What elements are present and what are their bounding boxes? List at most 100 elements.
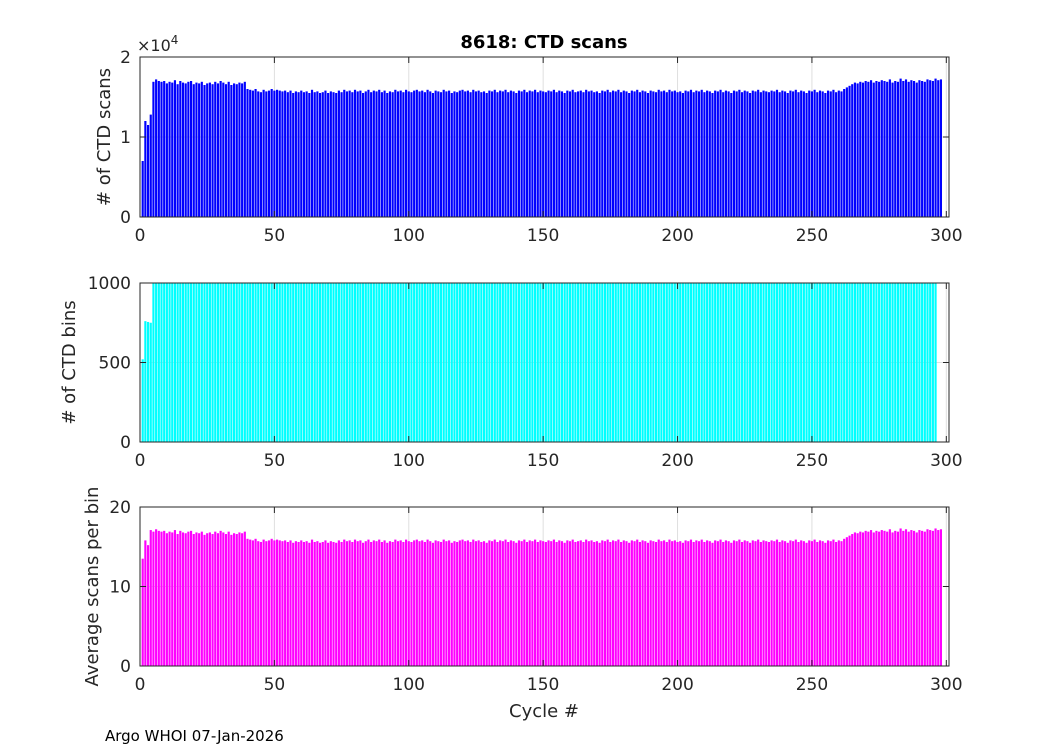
bar-ctd-scans-cycle-5: [152, 81, 155, 217]
bar-ctd-scans-cycle-236: [773, 91, 776, 217]
bar-avg-scans-cycle-163: [577, 541, 580, 666]
bar-ctd-bins-cycle-100: [407, 283, 410, 442]
bar-ctd-bins-cycle-8: [160, 283, 163, 442]
bar-avg-scans-cycle-173: [603, 541, 607, 666]
bar-avg-scans-cycle-194: [660, 541, 663, 666]
bar-avg-scans-cycle-213: [711, 542, 714, 666]
bar-avg-scans-cycle-124: [472, 539, 475, 666]
bar-ctd-scans-cycle-109: [431, 93, 435, 217]
bar-ctd-scans-cycle-247: [802, 91, 805, 217]
bar-ctd-bins-cycle-174: [606, 283, 609, 442]
bar-ctd-bins-cycle-272: [869, 283, 873, 442]
bar-avg-scans-cycle-55: [286, 541, 289, 666]
bar-avg-scans-cycle-256: [826, 540, 830, 666]
bar-avg-scans-cycle-296: [934, 528, 937, 666]
bar-avg-scans-cycle-266: [853, 532, 857, 666]
bar-ctd-scans-cycle-33: [227, 81, 230, 217]
bar-avg-scans-cycle-263: [845, 537, 848, 666]
bar-ctd-scans-cycle-192: [654, 92, 658, 217]
bar-ctd-scans-cycle-206: [692, 92, 695, 217]
x-tick-label-ctd-bins-6: 300: [930, 451, 962, 471]
bar-avg-scans-cycle-19: [189, 530, 193, 666]
bar-avg-scans-cycle-255: [824, 542, 827, 666]
bar-ctd-bins-cycle-114: [445, 283, 448, 442]
bar-ctd-scans-cycle-258: [832, 89, 835, 217]
x-tick-label-ctd-bins-0: 0: [135, 451, 146, 471]
bar-ctd-bins-cycle-182: [628, 283, 631, 442]
bar-ctd-bins-cycle-96: [396, 283, 400, 442]
bar-ctd-bins-cycle-81: [356, 283, 359, 442]
bar-avg-scans-cycle-207: [695, 540, 698, 666]
bar-ctd-bins-cycle-32: [224, 283, 228, 442]
bar-ctd-scans-cycle-217: [722, 92, 725, 217]
bar-avg-scans-cycle-22: [198, 533, 201, 666]
bar-ctd-bins-cycle-110: [434, 283, 437, 442]
bar-avg-scans-cycle-3: [146, 545, 150, 666]
bar-ctd-scans-cycle-121: [464, 91, 467, 217]
bar-ctd-scans-cycle-41: [249, 89, 252, 217]
bar-ctd-bins-cycle-136: [504, 283, 507, 442]
bar-avg-scans-cycle-133: [496, 541, 499, 666]
bar-ctd-bins-cycle-195: [663, 283, 666, 442]
bar-ctd-bins-cycle-231: [759, 283, 762, 442]
bar-ctd-bins-cycle-241: [786, 283, 789, 442]
bar-avg-scans-cycle-105: [421, 540, 424, 666]
bar-avg-scans-cycle-97: [399, 540, 402, 666]
bar-ctd-bins-cycle-226: [746, 283, 749, 442]
footer-text: Argo WHOI 07-Jan-2026: [105, 727, 284, 745]
bar-ctd-scans-cycle-122: [466, 90, 469, 217]
bar-avg-scans-cycle-113: [442, 539, 445, 666]
bar-ctd-scans-cycle-99: [405, 89, 408, 217]
bar-avg-scans-cycle-244: [794, 539, 797, 666]
bar-ctd-scans-cycle-199: [673, 90, 676, 217]
bar-ctd-bins-cycle-173: [603, 283, 607, 442]
bar-ctd-bins-cycle-206: [692, 283, 695, 442]
bar-avg-scans-cycle-185: [636, 539, 639, 666]
bar-ctd-bins-cycle-277: [883, 283, 886, 442]
bar-ctd-scans-cycle-103: [415, 89, 418, 217]
bar-avg-scans-cycle-160: [568, 541, 572, 666]
bar-ctd-bins-cycle-164: [579, 283, 582, 442]
bar-ctd-bins-cycle-58: [294, 283, 297, 442]
bar-ctd-bins-cycle-196: [665, 283, 668, 442]
bar-ctd-scans-cycle-77: [345, 91, 349, 217]
bar-ctd-scans-cycle-140: [515, 93, 518, 217]
bar-avg-scans-cycle-168: [590, 540, 593, 666]
bar-ctd-bins-cycle-141: [517, 283, 521, 442]
bar-avg-scans-cycle-179: [620, 541, 623, 666]
bar-ctd-bins-cycle-77: [345, 283, 349, 442]
bar-ctd-scans-cycle-52: [278, 90, 281, 217]
bar-avg-scans-cycle-150: [542, 541, 545, 666]
bar-ctd-scans-cycle-62: [305, 91, 308, 217]
bar-avg-scans-cycle-57: [292, 542, 295, 666]
x-tick-label-ctd-scans-4: 200: [661, 226, 693, 246]
bar-avg-scans-cycle-75: [340, 541, 343, 666]
bar-ctd-scans-cycle-224: [740, 92, 744, 217]
bar-ctd-bins-cycle-84: [364, 283, 367, 442]
bar-ctd-scans-cycle-186: [638, 92, 641, 217]
bar-avg-scans-cycle-83: [362, 542, 365, 666]
bar-avg-scans-cycle-190: [649, 540, 652, 666]
bar-ctd-bins-cycle-267: [856, 283, 859, 442]
bar-ctd-bins-cycle-201: [679, 283, 682, 442]
bar-avg-scans-cycle-287: [910, 530, 913, 666]
bar-ctd-scans-cycle-42: [251, 90, 254, 217]
bar-ctd-scans-cycle-201: [679, 91, 682, 217]
bar-ctd-scans-cycle-290: [918, 80, 921, 217]
bar-ctd-bins-cycle-240: [783, 283, 787, 442]
bar-ctd-bins-cycle-38: [241, 283, 244, 442]
bar-ctd-scans-cycle-72: [332, 92, 335, 217]
bar-ctd-bins-cycle-26: [208, 283, 211, 442]
bar-ctd-scans-cycle-298: [939, 79, 943, 218]
bar-ctd-bins-cycle-12: [171, 283, 174, 442]
bar-avg-scans-cycle-74: [337, 540, 340, 666]
bar-avg-scans-cycle-214: [714, 540, 717, 666]
bar-avg-scans-cycle-294: [929, 530, 932, 666]
bar-avg-scans-cycle-217: [722, 541, 725, 666]
bar-avg-scans-cycle-175: [609, 541, 612, 666]
bar-ctd-bins-cycle-197: [668, 283, 671, 442]
bar-ctd-scans-cycle-286: [907, 81, 910, 217]
bar-ctd-bins-cycle-233: [765, 283, 768, 442]
bar-ctd-bins-cycle-71: [329, 283, 332, 442]
bar-avg-scans-cycle-270: [864, 530, 867, 666]
